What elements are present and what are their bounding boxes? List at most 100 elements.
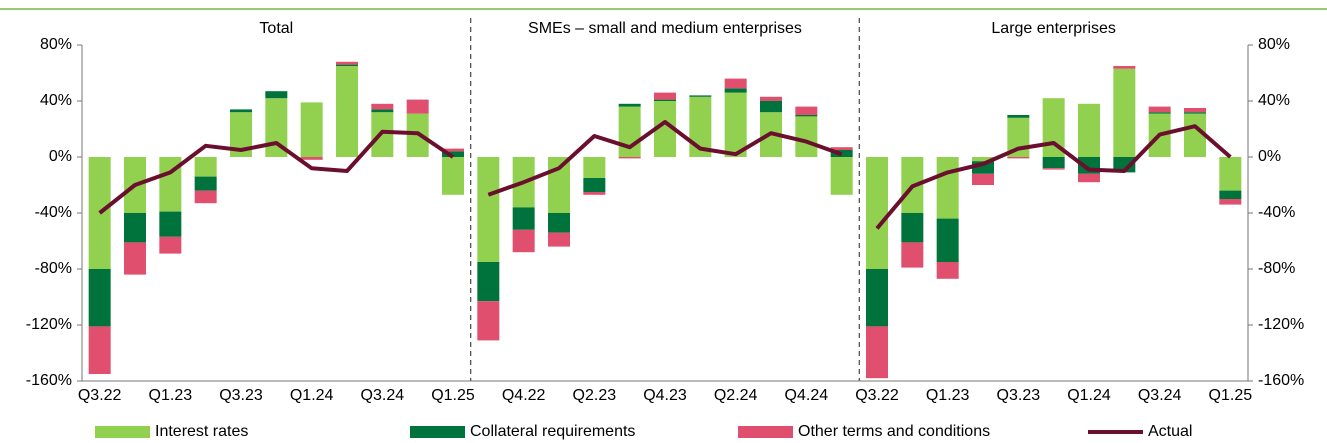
bar-segment — [689, 96, 712, 157]
legend-label: Actual — [1148, 423, 1192, 440]
legend-label: Collateral requirements — [470, 423, 635, 440]
bar-segment — [1184, 108, 1206, 113]
bar-segment — [442, 148, 464, 152]
bar-segment — [548, 213, 570, 233]
x-tick-label: Q1.24 — [290, 387, 334, 404]
bar-segment — [336, 61, 358, 65]
bar-segment — [866, 269, 888, 327]
line-series — [487, 120, 843, 197]
bar-segment — [1184, 113, 1206, 157]
bar-segment — [1148, 106, 1171, 113]
bar-segment — [1148, 112, 1171, 114]
y-tick-label: 80% — [1258, 36, 1290, 53]
bar-segment — [512, 207, 535, 230]
bar-segment — [477, 301, 500, 341]
bar-segment — [300, 157, 323, 160]
line-series — [875, 124, 1232, 230]
bar-segment — [689, 95, 712, 97]
bar-segment — [901, 213, 924, 243]
bar-segment — [406, 99, 429, 114]
line-series — [98, 129, 455, 215]
x-tick-label: Q2.23 — [573, 387, 617, 404]
bar-segment — [300, 102, 323, 157]
bar-segment — [336, 64, 358, 66]
bar-segment — [265, 91, 288, 99]
y-tick-label: -40% — [1258, 204, 1295, 221]
bar-segment — [1113, 66, 1136, 69]
bar-segment — [1007, 115, 1030, 118]
x-tick-label: Q3.22 — [78, 387, 122, 404]
bar-segment — [936, 157, 959, 219]
y-tick-label: -40% — [35, 204, 72, 221]
bar-segment — [88, 326, 111, 374]
bar-segment — [654, 99, 676, 101]
bar-segment — [1078, 173, 1100, 183]
y-tick-label: -160% — [1258, 372, 1304, 389]
panel-title: Total — [259, 20, 293, 37]
bar-segment — [159, 236, 182, 254]
x-tick-label: Q2.24 — [714, 387, 758, 404]
y-tick-label: -160% — [26, 372, 72, 389]
bar-segment — [194, 176, 217, 191]
x-tick-label: Q1.23 — [926, 387, 970, 404]
y-tick-label: -120% — [1258, 316, 1304, 333]
bar-segment — [1042, 157, 1065, 169]
legend-label: Interest rates — [155, 423, 248, 440]
bar-segment — [512, 229, 535, 253]
panel-title: SMEs – small and medium enterprises — [528, 20, 802, 37]
bar-segment — [371, 103, 394, 110]
bar-segment — [760, 96, 782, 101]
bar-segment — [1078, 103, 1100, 157]
y-tick-label: -80% — [35, 260, 72, 277]
x-tick-label: Q3.23 — [997, 387, 1041, 404]
bar-segment — [972, 173, 994, 185]
legend-swatch — [410, 426, 465, 438]
bar-segment — [618, 106, 641, 157]
bar-segment — [724, 78, 747, 89]
bar-segment — [654, 101, 676, 157]
bar-segment — [1219, 199, 1242, 205]
bar-segment — [866, 157, 888, 269]
x-tick-label: Q3.23 — [219, 387, 263, 404]
x-tick-label: Q4.23 — [643, 387, 687, 404]
bar-segment — [194, 190, 217, 204]
bar-segment — [724, 88, 747, 93]
bar-segment — [866, 326, 888, 379]
x-tick-label: Q4.22 — [502, 387, 546, 404]
bar-segment — [371, 109, 394, 113]
bar-segment — [618, 157, 641, 159]
bar-segment — [724, 92, 747, 157]
bar-segment — [1113, 68, 1136, 157]
bar-segment — [1007, 157, 1030, 159]
y-tick-label: 40% — [1258, 92, 1290, 109]
bar-segment — [795, 116, 818, 157]
bar-segment — [124, 242, 146, 275]
bar-segment — [760, 101, 782, 113]
x-tick-label: Q3.24 — [361, 387, 405, 404]
bar-segment — [1184, 112, 1206, 114]
x-tick-label: Q1.24 — [1067, 387, 1111, 404]
y-tick-label: 80% — [40, 36, 72, 53]
bar-segment — [901, 242, 924, 268]
bar-segment — [442, 151, 464, 157]
bar-segment — [230, 112, 252, 157]
bar-segment — [583, 178, 606, 192]
panel-title: Large enterprises — [991, 20, 1116, 37]
bar-segment — [1113, 157, 1136, 173]
bar-segment — [124, 213, 146, 243]
x-tick-label: Q3.22 — [855, 387, 899, 404]
bar-segment — [795, 106, 818, 115]
bar-segment — [442, 157, 464, 195]
legend-swatch — [738, 426, 793, 438]
bar-segment — [618, 103, 641, 107]
bar-segment — [477, 262, 500, 302]
bar-segment — [159, 211, 182, 237]
bar-segment — [972, 157, 994, 162]
y-tick-label: -80% — [1258, 260, 1295, 277]
bar-segment — [548, 157, 570, 213]
bar-segment — [936, 262, 959, 279]
bar-segment — [583, 192, 606, 195]
x-tick-label: Q4.24 — [785, 387, 829, 404]
x-tick-label: Q1.23 — [149, 387, 193, 404]
